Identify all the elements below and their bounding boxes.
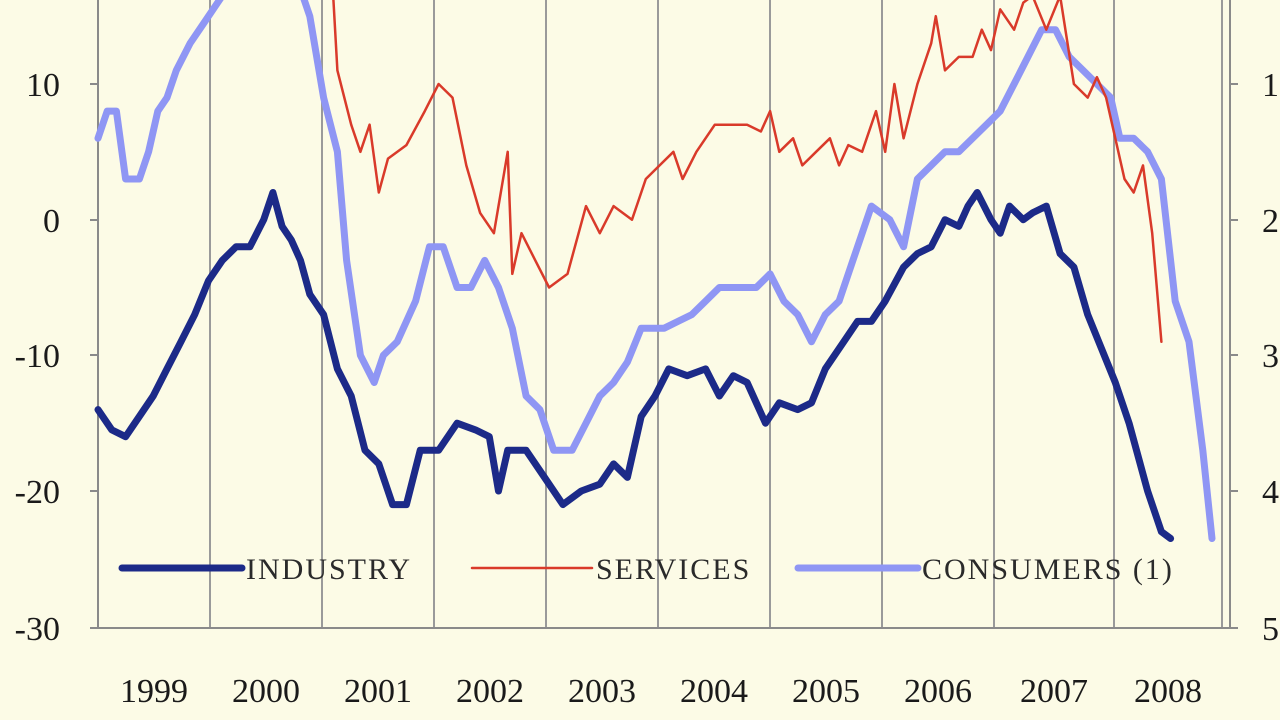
x-tick-label: 2008: [1134, 673, 1202, 710]
x-tick-label: 2005: [792, 673, 860, 710]
y-tick-label-left: -20: [15, 474, 60, 511]
y-tick-label-right: 5: [1262, 611, 1279, 648]
series-line-consumers: [94, 0, 1216, 542]
x-tick-label: 2007: [1020, 673, 1088, 710]
y-tick-label-right: 2: [1262, 203, 1279, 240]
y-tick-label-left: -10: [15, 338, 60, 375]
legend-label: INDUSTRY: [246, 553, 412, 586]
legend-label: SERVICES: [596, 553, 751, 586]
y-tick-label-right: 1: [1262, 67, 1279, 104]
x-tick-label: 2000: [232, 673, 300, 710]
y-tick-label-left: 10: [26, 67, 60, 104]
x-tick-label: 2001: [344, 673, 412, 710]
legend: INDUSTRY SERVICES CONSUMERS (1): [118, 553, 1174, 586]
x-tick-label: 2002: [456, 673, 524, 710]
y-tick-label-left: 0: [43, 203, 60, 240]
series-line-industry: [94, 189, 1175, 542]
x-tick-label: 2003: [568, 673, 636, 710]
series-line-services: [332, 0, 1163, 344]
x-tick-label: 1999: [120, 673, 188, 710]
y-tick-label-right: 3: [1262, 338, 1279, 375]
axes: 10 0 -10 -20 -30 1 2 3 4 5 1999 2000 2001 2002 2003 200…: [15, 0, 1279, 710]
x-tick-label: 2006: [904, 673, 972, 710]
y-tick-label-left: -30: [15, 611, 60, 648]
y-tick-label-right: 4: [1262, 474, 1279, 511]
legend-label: CONSUMERS (1): [922, 553, 1174, 586]
series-lines: [94, 0, 1216, 542]
x-tick-label: 2004: [680, 673, 748, 710]
grid-lines: [97, 0, 1223, 628]
